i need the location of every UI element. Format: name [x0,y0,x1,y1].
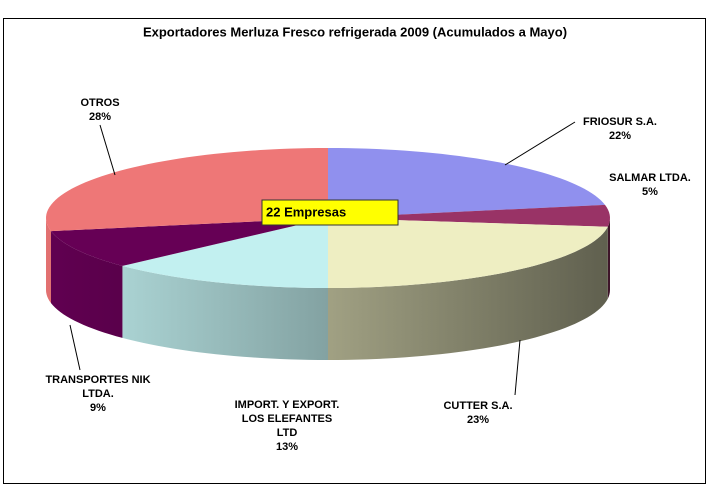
slice [328,204,610,227]
category-label: TRANSPORTES NIK LTDA. [45,374,150,400]
slice-side [46,218,51,304]
annotation-box [261,199,399,226]
value-label: 9% [90,402,106,414]
slice [122,218,328,288]
labels: FRIOSUR S.A. 22% SALMAR LTDA. 5% CUTTER S.A.… [45,97,690,453]
category-label: FRIOSUR S.A. [583,116,657,128]
annotation: 22 Empresas [266,204,346,219]
category-label: CUTTER S.A. [443,400,512,412]
pie [46,148,610,360]
slice-side [607,218,610,299]
leader-line [504,121,576,166]
slice-side [328,226,608,360]
slice [328,218,608,288]
category-label: SALMAR LTDA. [609,172,691,184]
value-label: 13% [276,441,298,453]
chart-title: Exportadores Merluza Fresco refrigerada … [143,24,567,39]
leader-line [514,339,521,396]
slice [46,148,329,232]
value-label: 5% [642,186,658,198]
category-label: OTROS [80,97,119,109]
slice [50,218,328,266]
slice-side [122,265,328,360]
slice-side [50,231,123,338]
value-label: 22% [609,130,631,142]
leader-line [69,324,81,371]
leader-line [99,124,116,176]
value-label: 28% [89,111,111,123]
value-label: 23% [467,414,489,426]
category-label: IMPORT. Y EXPORT. LOS ELEFANTES LTD [235,399,340,439]
